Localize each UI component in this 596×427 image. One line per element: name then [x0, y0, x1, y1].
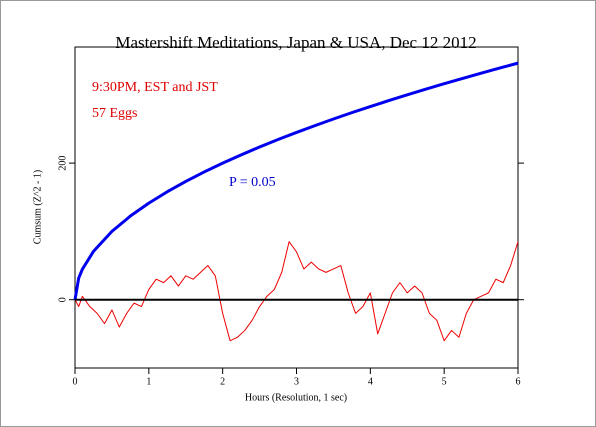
chart-title: Mastershift Meditations, Japan & USA, De…: [115, 33, 476, 52]
x-tick-label: 2: [220, 376, 225, 387]
x-tick-label: 6: [516, 376, 521, 387]
x-tick-label: 0: [73, 376, 78, 387]
x-tick-label: 4: [368, 376, 373, 387]
x-tick-label: 3: [294, 376, 299, 387]
data-line: [74, 241, 519, 342]
annotation: 9:30PM, EST and JST: [92, 80, 218, 95]
y-axis-label: Cumsum (Z^2 - 1): [32, 170, 43, 244]
y-tick-label: 0: [57, 297, 68, 302]
x-axis-label: Hours (Resolution, 1 sec): [245, 392, 347, 403]
annotation: P = 0.05: [229, 175, 276, 190]
x-tick-label: 5: [442, 376, 447, 387]
annotation: 57 Eggs: [92, 106, 138, 121]
y-tick-label: 200: [57, 156, 68, 171]
data-line: [73, 61, 519, 300]
x-tick-label: 1: [146, 376, 151, 387]
